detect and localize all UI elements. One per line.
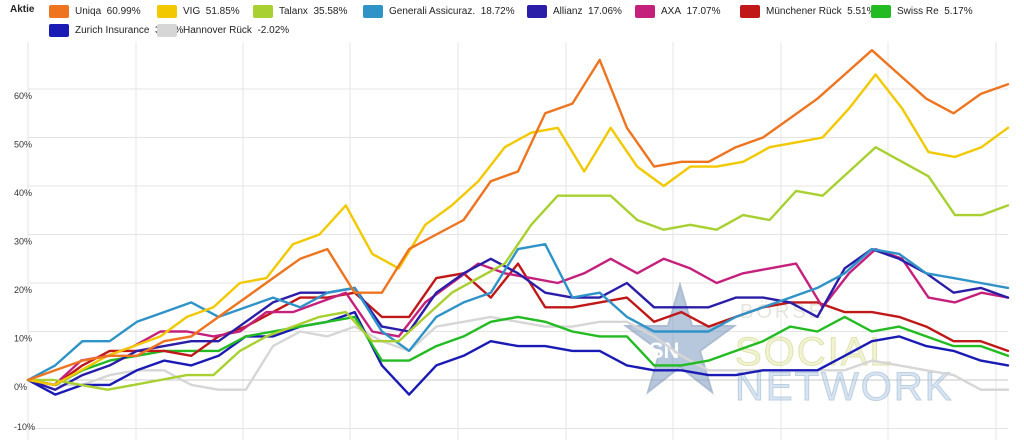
series-line-uniqa — [26, 49, 1010, 382]
watermark-line3: NETWORK — [735, 365, 953, 409]
series-line-axa — [26, 247, 1010, 387]
legend-item-axa[interactable]: AXA 17.07% — [635, 3, 720, 19]
legend-swatch — [157, 4, 177, 18]
legend-swatch — [635, 4, 655, 18]
legend-swatch — [527, 4, 547, 18]
legend-label: Generali Assicuraz. 18.72% — [389, 5, 515, 17]
y-tick-label: 30% — [14, 237, 32, 247]
watermark-line1: BÖRSE — [740, 301, 825, 323]
legend-swatch — [363, 4, 383, 18]
legend-item-talanx[interactable]: Talanx 35.58% — [253, 3, 347, 19]
series-line-munchener-ruck — [26, 262, 1010, 387]
y-tick-label: 50% — [14, 140, 32, 150]
watermark-line2: SOCIAL — [735, 330, 894, 374]
y-tick-label: 10% — [14, 334, 32, 344]
legend-label: Allianz 17.06% — [553, 5, 622, 17]
y-tick-label: -10% — [14, 422, 35, 432]
legend-item-hannover-ruck[interactable]: Hannover Rück -2.02% — [157, 22, 289, 38]
legend-label: Zurich Insurance 3.17% — [75, 24, 184, 36]
legend-swatch — [49, 4, 69, 18]
legend-swatch — [871, 4, 891, 18]
legend-label: Talanx 35.58% — [279, 5, 348, 17]
legend-label: Münchener Rück 5.51% — [766, 5, 876, 17]
legend-item-allianz[interactable]: Allianz 17.06% — [527, 3, 622, 19]
series-line-vig — [26, 73, 1010, 387]
legend-label: AXA 17.07% — [661, 5, 721, 17]
chart-legend: Aktie Uniqa 60.99% VIG 51.85% Talanx 35.58… — [0, 0, 1024, 40]
legend-label: Uniqa 60.99% — [75, 5, 141, 17]
legend-item-generali-assicuraz[interactable]: Generali Assicuraz. 18.72% — [363, 3, 515, 19]
legend-item-zurich-insurance[interactable]: Zurich Insurance 3.17% — [49, 22, 183, 38]
legend-swatch — [157, 23, 177, 37]
legend-title: Aktie — [10, 4, 35, 15]
y-tick-label: 60% — [14, 91, 32, 101]
legend-item-vig[interactable]: VIG 51.85% — [157, 3, 240, 19]
series-line-talanx — [26, 145, 1010, 391]
series-line-generali-assicuraz — [26, 242, 1010, 382]
grid — [27, 42, 1008, 440]
y-tick-label: 0% — [14, 382, 27, 392]
legend-swatch — [49, 23, 69, 37]
series-line-hannover-ruck — [26, 315, 1010, 391]
legend-label: VIG 51.85% — [183, 5, 240, 17]
legend-label: Swiss Re 5.17% — [897, 5, 973, 17]
series-line-zurich-insurance — [26, 310, 1010, 396]
legend-item-swiss-re[interactable]: Swiss Re 5.17% — [871, 3, 973, 19]
y-tick-label: 20% — [14, 285, 32, 295]
legend-swatch — [740, 4, 760, 18]
y-tick-label: 40% — [14, 188, 32, 198]
series-line-swiss-re — [26, 315, 1010, 387]
legend-label: Hannover Rück -2.02% — [183, 24, 290, 36]
series-lines — [26, 49, 1010, 396]
y-axis: 60% 50% 40% 30% 20% 10% 0% -10% — [14, 91, 35, 432]
legend-swatch — [253, 4, 273, 18]
series-line-allianz — [26, 247, 1010, 391]
legend-item-munchener-ruck[interactable]: Münchener Rück 5.51% — [740, 3, 876, 19]
legend-item-uniqa[interactable]: Uniqa 60.99% — [49, 3, 141, 19]
